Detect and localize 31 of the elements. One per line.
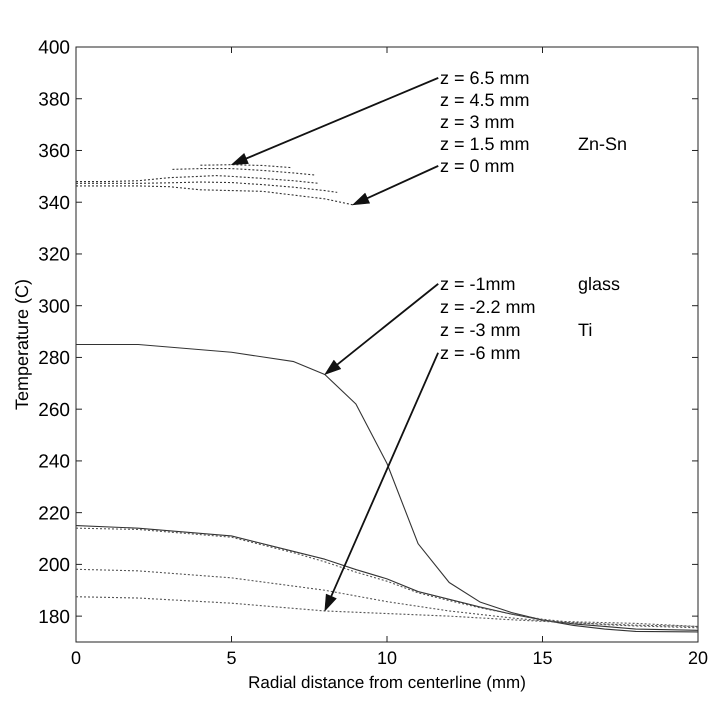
y-tick-label: 220: [38, 503, 70, 524]
annotation: z = -1mm: [440, 274, 516, 294]
x-axis-title: Radial distance from centerline (mm): [248, 673, 526, 692]
y-tick-label: 340: [38, 192, 70, 214]
annotation: z = 4.5 mm: [440, 90, 530, 110]
annotation: z = 1.5 mm: [440, 134, 530, 154]
annotation: z = -3 mm: [440, 320, 521, 340]
y-tick-label: 260: [38, 400, 70, 421]
annotation: z = 3 mm: [440, 112, 515, 132]
y-tick-label: 320: [38, 244, 70, 266]
annotation: z = -2.2 mm: [440, 297, 536, 317]
y-tick-label: 380: [38, 89, 70, 110]
annotation: z = -6 mm: [440, 343, 521, 363]
annotation: z = 6.5 mm: [440, 68, 530, 88]
y-tick-label: 280: [38, 348, 70, 370]
y-tick-label: 360: [38, 141, 70, 162]
y-tick-label: 180: [38, 606, 70, 628]
annotation: Zn-Sn: [578, 134, 628, 154]
y-tick-label: 300: [38, 296, 70, 318]
y-tick-label: 240: [38, 452, 70, 473]
annotation: glass: [578, 274, 620, 294]
annotation: Ti: [578, 320, 592, 340]
y-axis-title: Temperature (C): [12, 278, 32, 410]
x-tick-label: 0: [70, 648, 82, 668]
x-tick-label: 20: [688, 648, 708, 668]
x-tick-label: 5: [226, 648, 237, 668]
y-tick-label: 200: [38, 555, 70, 576]
annotation: z = 0 mm: [440, 156, 515, 176]
x-tick-label: 10: [376, 648, 398, 668]
y-tick-label: 400: [38, 38, 70, 59]
x-tick-label: 15: [532, 648, 553, 668]
